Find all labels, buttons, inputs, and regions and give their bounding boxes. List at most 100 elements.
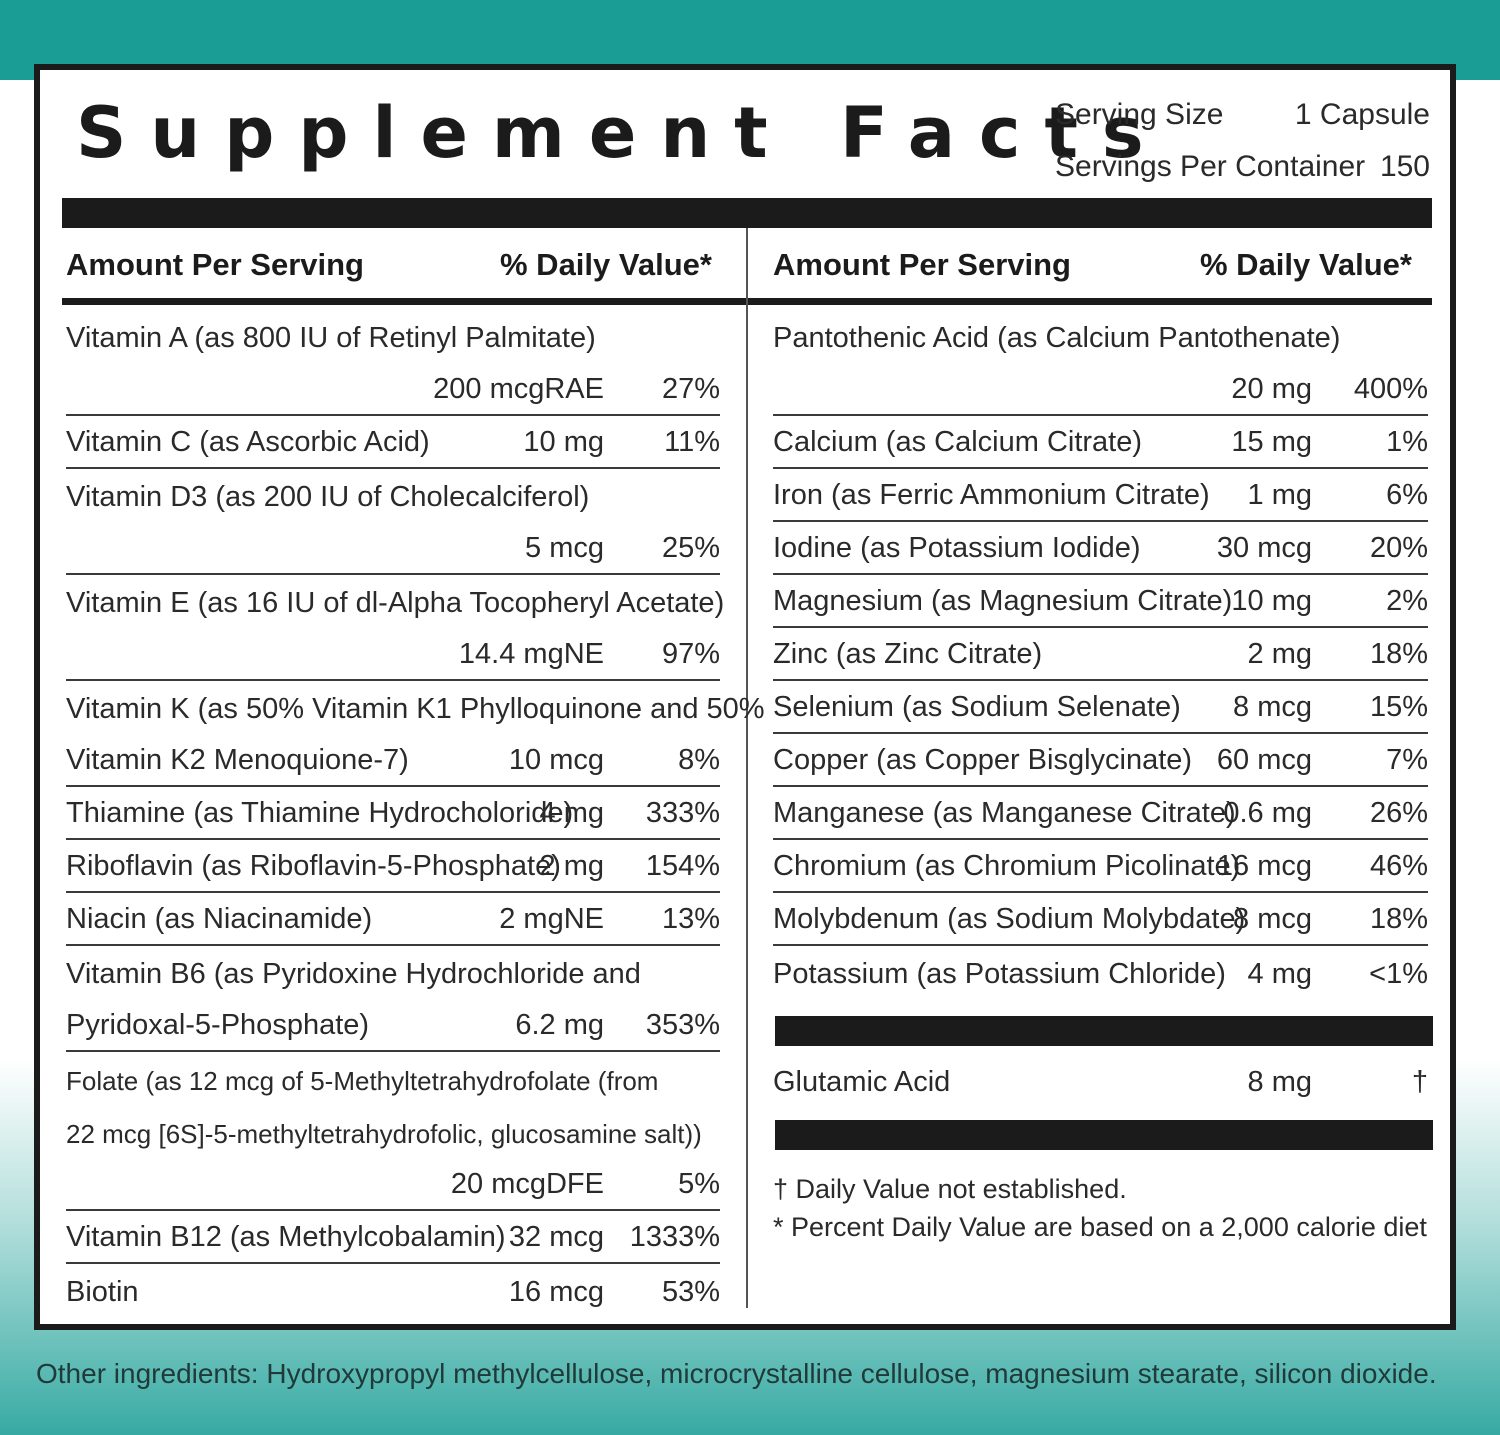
nutrient-dv: 20% [1369, 532, 1428, 564]
nutrient-row: Iodine (as Potassium Iodide) 30 mcg 20% [773, 522, 1428, 575]
nutrient-row: Copper (as Copper Bisglycinate) 60 mcg 7… [773, 734, 1428, 787]
nutrient-dv: 400% [1353, 373, 1428, 405]
nutrient-row: Iron (as Ferric Ammonium Citrate) 1 mg 6… [773, 469, 1428, 522]
column-divider [746, 228, 748, 1308]
nutrient-name: Folate (as 12 mcg of 5-Methyltetrahydrof… [66, 1066, 659, 1096]
nutrient-row: Niacin (as Niacinamide) 2 mgNE 13% [66, 893, 720, 946]
nutrient-row: Vitamin B6 (as Pyridoxine Hydrochloride … [66, 946, 720, 999]
nutrient-dv: 1% [1386, 426, 1428, 458]
nutrient-row: Vitamin K2 Menoquione-7) 10 mcg 8% [66, 734, 720, 787]
nutrient-name: Calcium (as Calcium Citrate) [773, 426, 1143, 458]
nutrient-amount: 16 mcg [1216, 850, 1312, 882]
nutrient-row: Vitamin K (as 50% Vitamin K1 Phylloquino… [66, 681, 765, 734]
nutrient-amount: 200 mcgRAE [433, 373, 604, 405]
top-thick-rule [62, 198, 1432, 228]
nutrient-amount: 1 mg [1247, 479, 1312, 511]
servings-per-container-label: Servings Per Container [1055, 150, 1366, 183]
nutrient-dv: 5% [678, 1168, 720, 1200]
nutrient-row: Calcium (as Calcium Citrate) 15 mg 1% [773, 416, 1428, 469]
nutrient-amount: 0.6 mg [1223, 797, 1312, 829]
nutrient-name: Vitamin B6 (as Pyridoxine Hydrochloride … [66, 958, 641, 990]
nutrient-name: Manganese (as Manganese Citrate) [773, 797, 1236, 829]
nutrient-row: Potassium (as Potassium Chloride) 4 mg <… [773, 946, 1428, 999]
nutrient-name: Niacin (as Niacinamide) [66, 903, 373, 935]
nutrient-name: Riboflavin (as Riboflavin-5-Phosphate) [66, 850, 561, 882]
nutrient-row: Vitamin B12 (as Methylcobalamin) 32 mcg … [66, 1211, 720, 1264]
nutrient-name: Chromium (as Chromium Picolinate) [773, 850, 1241, 882]
left-amount-header: Amount Per Serving [66, 247, 364, 282]
nutrient-dv: 53% [661, 1276, 720, 1308]
left-nutrient-list: Vitamin A (as 800 IU of Retinyl Palmitat… [66, 310, 765, 1317]
other-ingredient-row: Glutamic Acid 8 mg † [773, 1054, 1428, 1107]
nutrient-row: Magnesium (as Magnesium Citrate) 10 mg 2… [773, 575, 1428, 628]
nutrient-name-cont: 22 mcg [6S]-5-methyltetrahydrofolic, glu… [66, 1119, 702, 1149]
nutrient-name: Copper (as Copper Bisglycinate) [773, 744, 1193, 776]
nutrient-amount: 2 mg [1247, 638, 1312, 670]
glutamic-top-rule [775, 1016, 1433, 1046]
nutrient-amount: 30 mcg [1216, 532, 1312, 564]
nutrient-row: Vitamin A (as 800 IU of Retinyl Palmitat… [66, 310, 720, 363]
nutrient-dv: 1333% [629, 1221, 720, 1253]
nutrient-dv: 2% [1386, 585, 1428, 617]
nutrient-row: 20 mg 400% [773, 363, 1428, 416]
nutrient-row: Manganese (as Manganese Citrate) 0.6 mg … [773, 787, 1428, 840]
nutrient-dv: <1% [1369, 958, 1428, 990]
other-ingredient-dv: † [1411, 1066, 1428, 1098]
nutrient-amount: 32 mcg [508, 1221, 604, 1253]
nutrient-dv: 154% [645, 850, 720, 882]
nutrient-amount: 20 mg [1231, 373, 1312, 405]
nutrient-row: Molybdenum (as Sodium Molybdate) 8 mcg 1… [773, 893, 1428, 946]
nutrient-name: Vitamin C (as Ascorbic Acid) [66, 426, 430, 458]
nutrient-row: 20 mcgDFE 5% [66, 1158, 720, 1211]
nutrient-dv: 13% [661, 903, 720, 935]
nutrient-name: Magnesium (as Magnesium Citrate) [773, 585, 1233, 617]
nutrient-row: 22 mcg [6S]-5-methyltetrahydrofolic, glu… [66, 1105, 720, 1158]
nutrient-name: Thiamine (as Thiamine Hydrocholoride) [66, 797, 574, 829]
nutrient-amount: 60 mcg [1216, 744, 1312, 776]
nutrient-row: Biotin 16 mcg 53% [66, 1264, 720, 1317]
nutrient-row: Pyridoxal-5-Phosphate) 6.2 mg 353% [66, 999, 720, 1052]
nutrient-amount: 10 mg [523, 426, 604, 458]
nutrient-name: Vitamin A (as 800 IU of Retinyl Palmitat… [66, 322, 596, 354]
nutrient-row: Vitamin D3 (as 200 IU of Cholecalciferol… [66, 469, 720, 522]
serving-size-label: Serving Size [1055, 98, 1224, 131]
other-ingredient-amount: 8 mg [1247, 1066, 1312, 1098]
nutrient-name: Iodine (as Potassium Iodide) [773, 532, 1141, 564]
nutrient-row: Vitamin C (as Ascorbic Acid) 10 mg 11% [66, 416, 720, 469]
nutrient-dv: 6% [1386, 479, 1428, 511]
nutrient-name: Zinc (as Zinc Citrate) [773, 638, 1043, 670]
nutrient-name-cont: Pyridoxal-5-Phosphate) [66, 1009, 370, 1041]
nutrient-name: Vitamin E (as 16 IU of dl-Alpha Tocopher… [66, 587, 725, 619]
nutrient-name: Potassium (as Potassium Chloride) [773, 958, 1226, 990]
panel-title: Supplement Facts [76, 92, 1168, 174]
nutrient-dv: 26% [1369, 797, 1428, 829]
nutrient-name: Vitamin D3 (as 200 IU of Cholecalciferol… [66, 481, 590, 513]
nutrient-row: Pantothenic Acid (as Calcium Pantothenat… [773, 310, 1428, 363]
nutrient-dv: 333% [645, 797, 720, 829]
nutrient-amount: 4 mg [539, 797, 604, 829]
nutrient-dv: 25% [661, 532, 720, 564]
right-amount-header: Amount Per Serving [773, 247, 1071, 282]
serving-size: Serving Size 1 Capsule [1055, 98, 1430, 138]
nutrient-name-cont: Vitamin K2 Menoquione-7) [66, 744, 409, 776]
nutrient-row: Zinc (as Zinc Citrate) 2 mg 18% [773, 628, 1428, 681]
nutrient-name: Vitamin K (as 50% Vitamin K1 Phylloquino… [66, 693, 765, 725]
supplement-facts-panel: Supplement Facts Serving Size 1 Capsule … [34, 64, 1456, 1330]
dagger-footnote: † Daily Value not established. [773, 1174, 1127, 1204]
nutrient-row: Riboflavin (as Riboflavin-5-Phosphate) 2… [66, 840, 720, 893]
nutrient-dv: 97% [661, 638, 720, 670]
nutrient-dv: 18% [1369, 638, 1428, 670]
nutrient-dv: 11% [664, 426, 720, 458]
nutrient-dv: 46% [1369, 850, 1428, 882]
nutrient-row: 5 mcg 25% [66, 522, 720, 575]
nutrient-amount: 14.4 mgNE [458, 638, 604, 670]
left-dv-header: % Daily Value* [500, 247, 712, 282]
nutrient-row: 200 mcgRAE 27% [66, 363, 720, 416]
nutrient-amount: 10 mg [1231, 585, 1312, 617]
nutrient-dv: 15% [1369, 691, 1428, 723]
nutrient-row: Folate (as 12 mcg of 5-Methyltetrahydrof… [66, 1052, 720, 1105]
servings-per-container: Servings Per Container 150 [1055, 150, 1430, 190]
nutrient-name: Selenium (as Sodium Selenate) [773, 691, 1181, 723]
nutrient-name: Biotin [66, 1276, 139, 1308]
